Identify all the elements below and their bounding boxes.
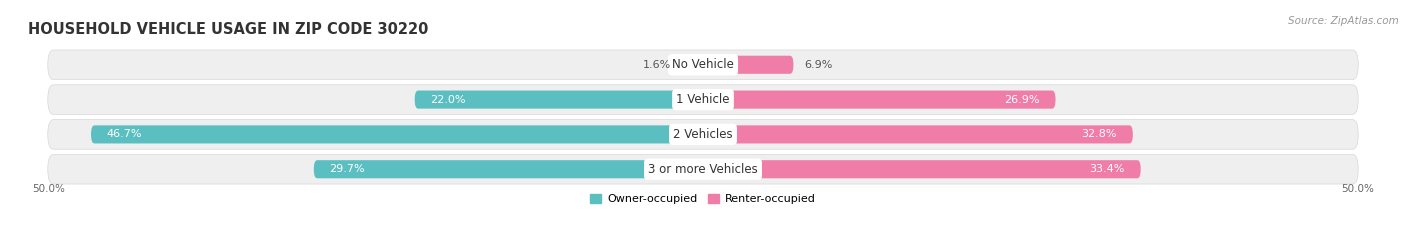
FancyBboxPatch shape xyxy=(48,120,1358,149)
Text: 3 or more Vehicles: 3 or more Vehicles xyxy=(648,163,758,176)
Text: Source: ZipAtlas.com: Source: ZipAtlas.com xyxy=(1288,16,1399,26)
Text: 46.7%: 46.7% xyxy=(107,129,142,139)
Text: 33.4%: 33.4% xyxy=(1090,164,1125,174)
FancyBboxPatch shape xyxy=(91,125,703,143)
FancyBboxPatch shape xyxy=(703,56,793,74)
Text: 1 Vehicle: 1 Vehicle xyxy=(676,93,730,106)
FancyBboxPatch shape xyxy=(48,154,1358,184)
Text: No Vehicle: No Vehicle xyxy=(672,58,734,71)
Text: 50.0%: 50.0% xyxy=(1341,184,1374,194)
FancyBboxPatch shape xyxy=(48,50,1358,80)
FancyBboxPatch shape xyxy=(703,125,1133,143)
Text: 32.8%: 32.8% xyxy=(1081,129,1118,139)
Text: 6.9%: 6.9% xyxy=(804,60,832,70)
Text: 2 Vehicles: 2 Vehicles xyxy=(673,128,733,141)
FancyBboxPatch shape xyxy=(48,85,1358,114)
Text: HOUSEHOLD VEHICLE USAGE IN ZIP CODE 30220: HOUSEHOLD VEHICLE USAGE IN ZIP CODE 3022… xyxy=(28,22,429,37)
Text: 29.7%: 29.7% xyxy=(329,164,366,174)
FancyBboxPatch shape xyxy=(314,160,703,178)
FancyBboxPatch shape xyxy=(703,160,1140,178)
Text: 26.9%: 26.9% xyxy=(1004,95,1040,105)
Legend: Owner-occupied, Renter-occupied: Owner-occupied, Renter-occupied xyxy=(586,190,820,209)
FancyBboxPatch shape xyxy=(415,91,703,109)
FancyBboxPatch shape xyxy=(703,91,1056,109)
Text: 1.6%: 1.6% xyxy=(644,60,672,70)
Text: 22.0%: 22.0% xyxy=(430,95,465,105)
FancyBboxPatch shape xyxy=(682,56,703,74)
Text: 50.0%: 50.0% xyxy=(32,184,65,194)
